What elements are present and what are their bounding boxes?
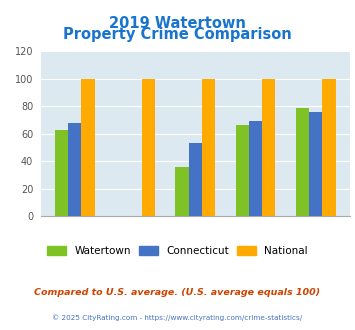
Text: Compared to U.S. average. (U.S. average equals 100): Compared to U.S. average. (U.S. average … bbox=[34, 287, 321, 297]
Text: 2019 Watertown: 2019 Watertown bbox=[109, 16, 246, 31]
Bar bbox=[175, 167, 189, 216]
Bar bbox=[262, 79, 275, 216]
Bar bbox=[202, 79, 215, 216]
Bar bbox=[189, 143, 202, 216]
Bar bbox=[236, 125, 249, 216]
Bar bbox=[309, 112, 322, 216]
Bar bbox=[81, 79, 95, 216]
Text: © 2025 CityRating.com - https://www.cityrating.com/crime-statistics/: © 2025 CityRating.com - https://www.city… bbox=[53, 314, 302, 321]
Legend: Watertown, Connecticut, National: Watertown, Connecticut, National bbox=[43, 242, 312, 260]
Bar bbox=[249, 121, 262, 216]
Bar bbox=[142, 79, 155, 216]
Bar bbox=[296, 108, 309, 216]
Bar bbox=[322, 79, 335, 216]
Text: Property Crime Comparison: Property Crime Comparison bbox=[63, 27, 292, 42]
Bar bbox=[68, 123, 81, 216]
Bar bbox=[55, 130, 68, 216]
